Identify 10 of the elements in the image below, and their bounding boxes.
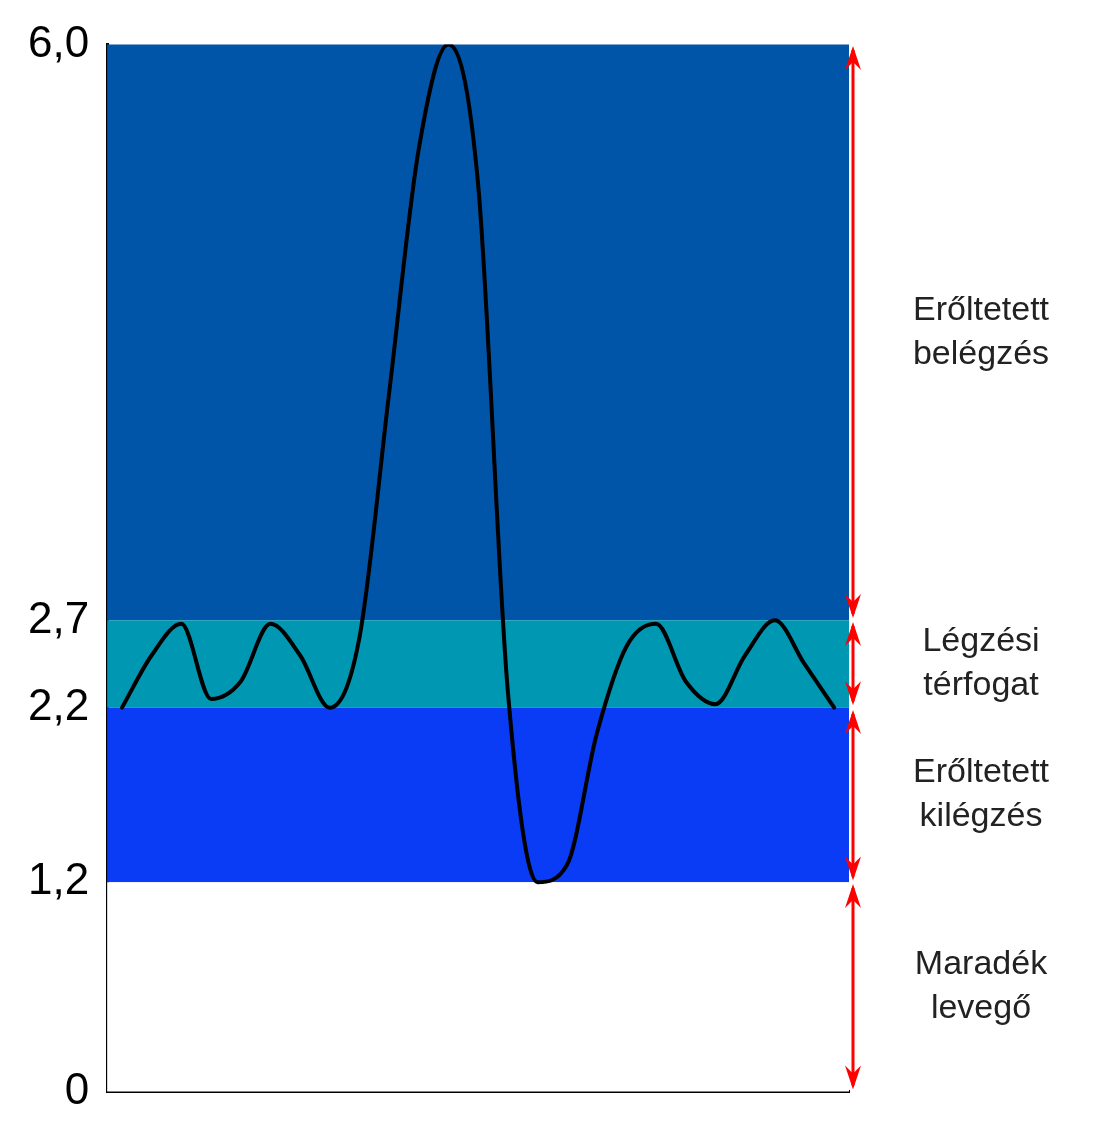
band-label: Erőltetett kilégzés: [912, 751, 1050, 834]
y-tick-label: 2,2: [27, 679, 90, 729]
y-tick-label: 0: [64, 1063, 90, 1113]
line-series: [120, 44, 837, 885]
y-tick-label: 2,7: [27, 592, 90, 642]
band-label: Maradék levegő: [914, 943, 1049, 1026]
y-tick-label: 6,0: [27, 16, 90, 66]
y-tick-label: 1,2: [27, 854, 90, 904]
band-label: Légzési térfogat: [922, 620, 1040, 703]
band-label: Erőltetett belégzés: [912, 288, 1050, 371]
